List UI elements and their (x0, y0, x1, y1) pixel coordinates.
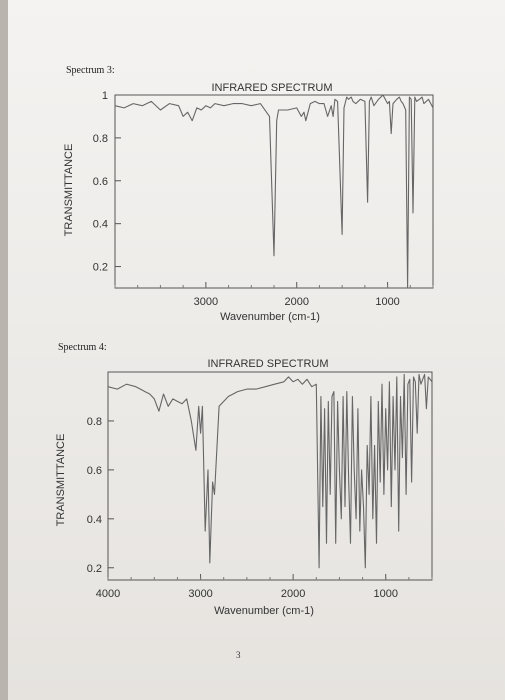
spectrum-trace (114, 94, 434, 289)
spectrum3-label: Spectrum 3: (66, 65, 115, 76)
x-tick-label: 1000 (375, 296, 399, 308)
page-number: 3 (236, 650, 241, 660)
y-tick-label: 0.8 (93, 133, 108, 145)
x-axis-label: Wavenumber (cm-1) (220, 311, 320, 323)
x-tick-label: 3000 (194, 296, 218, 308)
paper-page (8, 0, 505, 700)
spectrum4-label: Spectrum 4: (58, 342, 107, 353)
x-tick-label: 2000 (281, 588, 305, 600)
y-tick-label: 0.2 (87, 563, 102, 575)
chart-title: INFRARED SPECTRUM (207, 358, 328, 370)
spectrum-trace (107, 373, 433, 569)
x-tick-label: 1000 (373, 588, 397, 600)
x-tick-label: 3000 (188, 588, 212, 600)
y-tick-label: 0.2 (93, 262, 108, 274)
x-tick-label: 2000 (284, 296, 308, 308)
y-tick-label: 0.4 (87, 514, 102, 526)
y-tick-label: 0.6 (87, 465, 102, 477)
y-tick-label: 0.6 (93, 176, 108, 188)
x-axis-label: Wavenumber (cm-1) (214, 605, 314, 617)
y-tick-label: 1 (102, 90, 108, 102)
y-tick-label: 0.8 (87, 416, 102, 428)
chart-title: INFRARED SPECTRUM (211, 82, 332, 94)
y-axis-label: TRANSMITTANCE (55, 434, 67, 527)
y-axis-label: TRANSMITTANCE (63, 144, 75, 237)
y-tick-label: 0.4 (93, 219, 108, 231)
x-tick-label: 4000 (96, 588, 120, 600)
